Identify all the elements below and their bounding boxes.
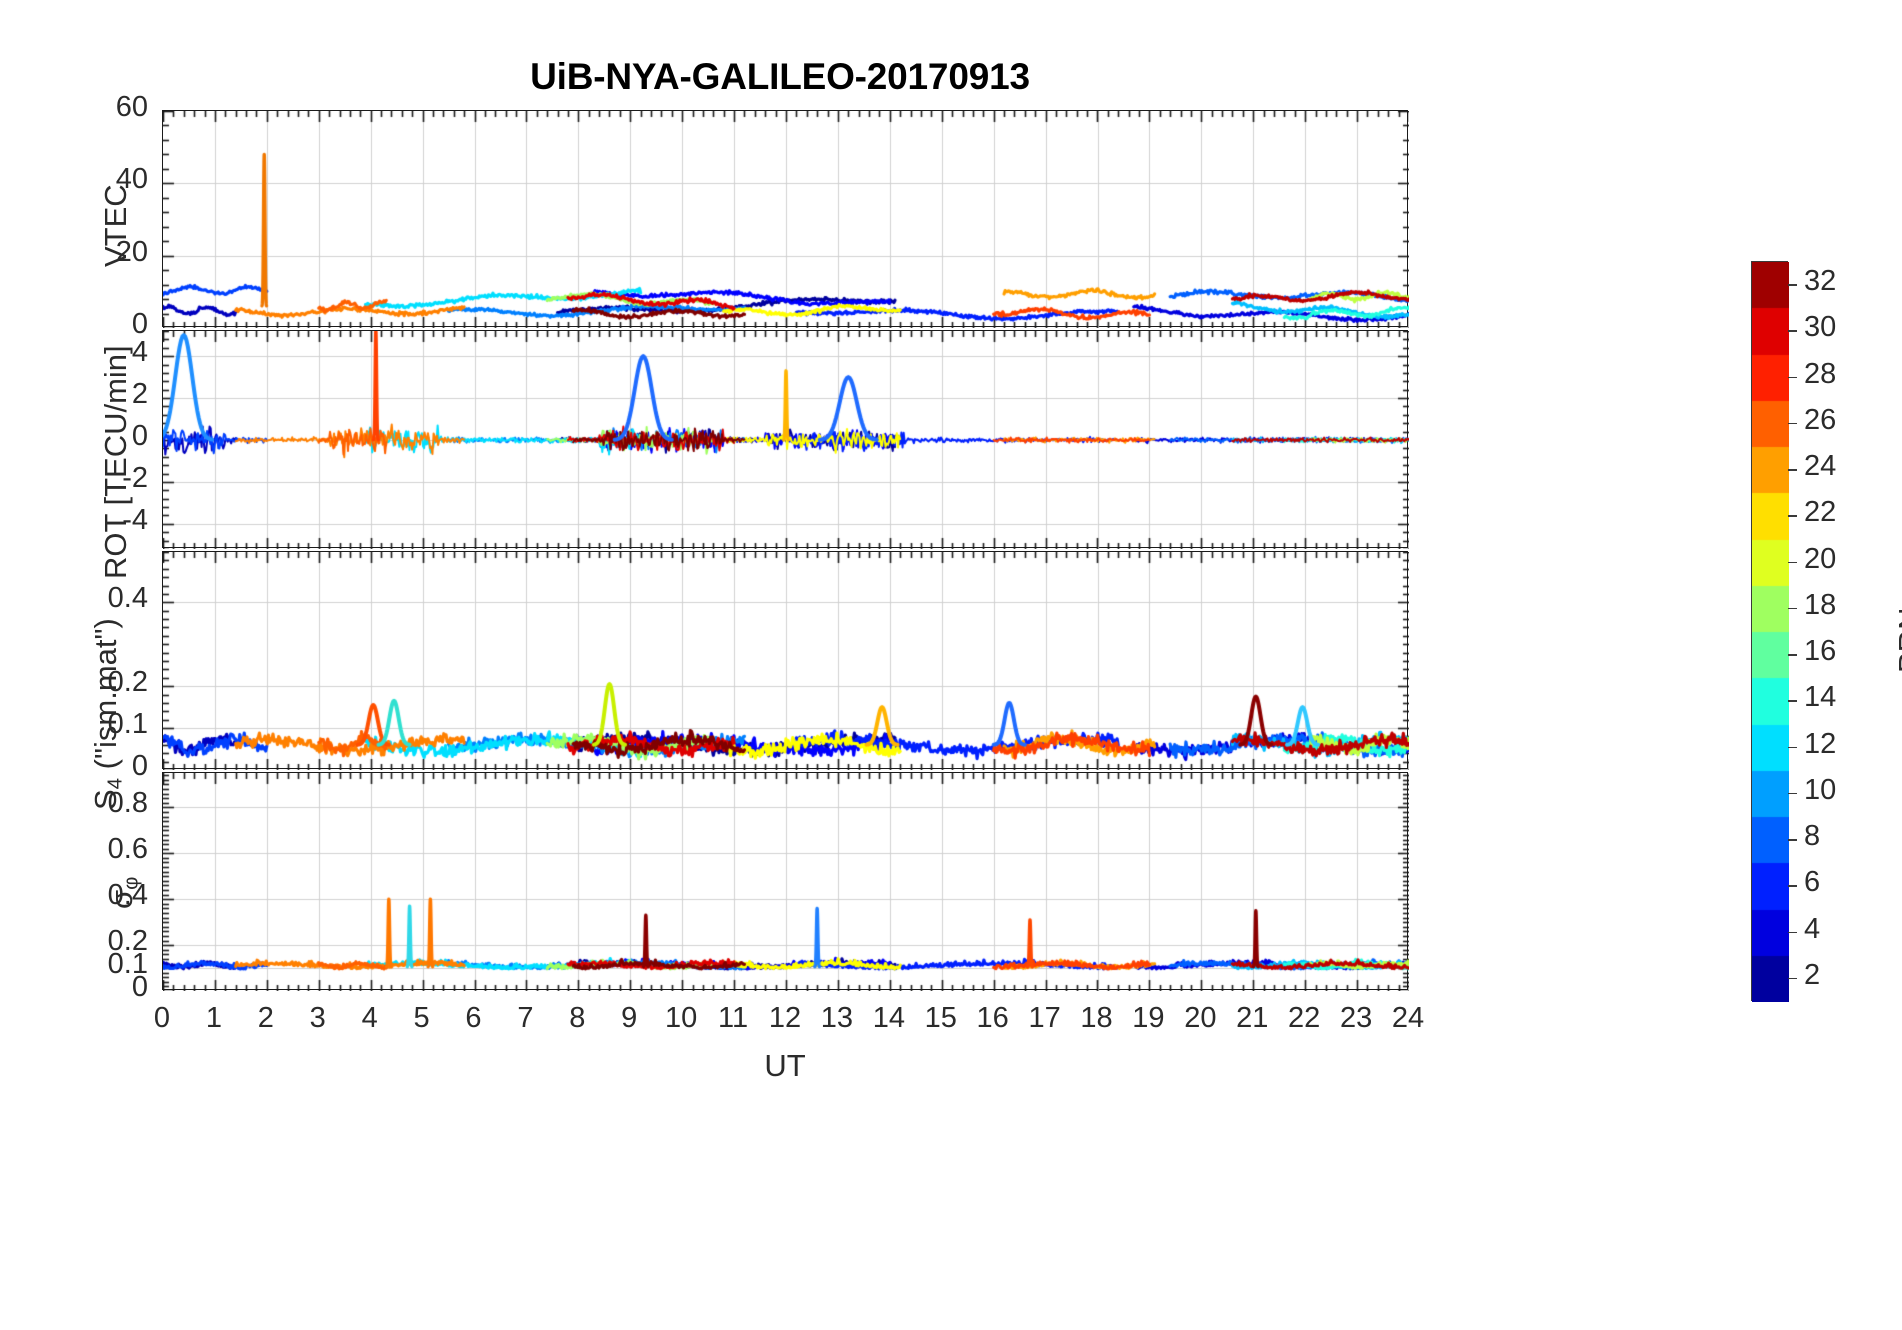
colorbar-tick-22 [1788, 515, 1797, 517]
colorbar-tick-6 [1788, 885, 1797, 887]
plot-panel-s4 [162, 551, 1409, 770]
colorbar-tick-10 [1788, 792, 1797, 795]
colorbar-tick-label-26: 26 [1804, 403, 1837, 436]
colorbar-tick-label-16: 16 [1804, 635, 1837, 668]
x-tick-15: 15 [924, 1002, 957, 1034]
colorbar-tick-label-24: 24 [1804, 450, 1837, 483]
x-tick-13: 13 [820, 1002, 854, 1034]
x-tick-9: 9 [621, 1002, 638, 1034]
y-tick-rot-neg2: -2 [122, 461, 148, 494]
colorbar-tick-4 [1788, 931, 1797, 934]
y-tick-sigma_phi-0p2: 0.2 [107, 925, 148, 958]
colorbar-tick-label-32: 32 [1804, 265, 1837, 298]
x-tick-10: 10 [665, 1002, 698, 1034]
x-tick-8: 8 [569, 1002, 586, 1034]
colorbar-gradient [1752, 262, 1789, 1002]
colorbar-tick-2 [1788, 977, 1797, 980]
colorbar-tick-28 [1788, 376, 1797, 379]
plot-canvas-rot [163, 331, 1409, 549]
colorbar-tick-label-18: 18 [1804, 588, 1837, 621]
x-tick-24: 24 [1391, 1002, 1425, 1034]
plot-canvas-sigma_phi [163, 773, 1409, 991]
prn-colorbar [1751, 261, 1789, 1002]
colorbar-tick-18 [1788, 607, 1797, 610]
y-tick-s4-0p4: 0.4 [107, 582, 148, 615]
y-tick-sigma_phi-0p1: 0.1 [107, 948, 148, 981]
colorbar-tick-label-8: 8 [1804, 820, 1821, 853]
x-axis-label: UT [764, 1048, 806, 1083]
colorbar-tick-label-10: 10 [1804, 773, 1837, 806]
y-tick-vtec-40: 40 [115, 163, 148, 196]
x-tick-1: 1 [205, 1002, 222, 1034]
plot-panel-vtec [162, 110, 1409, 328]
y-axis-label-sigma_phi: σφ [104, 877, 144, 909]
y-tick-sigma_phi-0p4: 0.4 [107, 879, 148, 912]
y-tick-rot-0: 0 [131, 420, 148, 452]
x-tick-7: 7 [517, 1002, 534, 1034]
x-tick-23: 23 [1339, 1002, 1373, 1034]
colorbar-tick-14 [1788, 700, 1797, 702]
figure-title: UiB-NYA-GALILEO-20170913 [530, 56, 1030, 97]
x-tick-0: 0 [153, 1002, 171, 1034]
y-tick-sigma_phi-0p8: 0.8 [107, 787, 148, 820]
y-tick-sigma_phi-0: 0 [131, 971, 148, 1003]
colorbar-tick-16 [1788, 654, 1797, 656]
x-tick-19: 19 [1132, 1002, 1165, 1034]
y-axis-label-vtec: VTEC [98, 183, 133, 267]
colorbar-tick-30 [1788, 330, 1797, 332]
y-axis-label-s4: S4 ("ism.mat") [88, 618, 128, 810]
colorbar-tick-12 [1788, 746, 1797, 749]
x-tick-22: 22 [1288, 1002, 1321, 1034]
plot-canvas-s4 [163, 552, 1409, 770]
x-tick-3: 3 [309, 1002, 326, 1034]
colorbar-tick-label-30: 30 [1804, 311, 1837, 344]
y-tick-vtec-20: 20 [115, 235, 148, 268]
colorbar-tick-20 [1788, 561, 1797, 564]
x-tick-16: 16 [976, 1002, 1009, 1034]
plot-panel-sigma_phi [162, 772, 1409, 991]
y-tick-rot-4: 4 [131, 336, 148, 369]
colorbar-label: PRN [1892, 607, 1902, 673]
y-axis-label-rot: ROT [TECU/min] [98, 345, 133, 579]
x-tick-5: 5 [413, 1002, 430, 1034]
y-axis-label-subscript-sigma_phi: φ [119, 876, 143, 890]
x-tick-4: 4 [361, 1002, 378, 1034]
x-tick-2: 2 [257, 1002, 274, 1034]
colorbar-tick-label-14: 14 [1804, 681, 1837, 714]
x-tick-17: 17 [1028, 1002, 1061, 1034]
plot-panel-rot [162, 330, 1409, 549]
y-tick-vtec-0: 0 [131, 308, 148, 340]
y-tick-s4-0: 0 [131, 750, 148, 782]
x-tick-20: 20 [1184, 1002, 1217, 1034]
colorbar-tick-26 [1788, 422, 1797, 425]
x-tick-12: 12 [768, 1002, 802, 1034]
y-tick-rot-neg4: -4 [122, 503, 148, 536]
colorbar-tick-label-2: 2 [1804, 958, 1821, 991]
y-tick-rot-2: 2 [131, 378, 148, 411]
colorbar-tick-label-12: 12 [1804, 727, 1837, 760]
y-tick-s4-0p2: 0.2 [107, 666, 148, 699]
y-tick-sigma_phi-0p6: 0.6 [107, 833, 148, 866]
colorbar-tick-label-28: 28 [1804, 357, 1837, 390]
colorbar-tick-label-4: 4 [1804, 912, 1821, 945]
x-tick-11: 11 [718, 1002, 749, 1034]
y-axis-label-base-sigma_phi: σ [104, 889, 139, 909]
x-tick-18: 18 [1080, 1002, 1113, 1034]
x-tick-6: 6 [465, 1002, 482, 1034]
y-axis-label-rest-s4: ("ism.mat") [88, 618, 123, 778]
colorbar-tick-8 [1788, 839, 1797, 841]
colorbar-tick-label-22: 22 [1804, 496, 1837, 529]
colorbar-tick-32 [1788, 284, 1797, 286]
colorbar-tick-label-6: 6 [1804, 866, 1821, 899]
y-tick-s4-0p1: 0.1 [107, 708, 148, 741]
x-tick-21: 21 [1236, 1002, 1269, 1034]
colorbar-tick-24 [1788, 469, 1797, 471]
x-tick-14: 14 [872, 1002, 905, 1034]
plot-canvas-vtec [163, 111, 1409, 328]
colorbar-tick-label-20: 20 [1804, 542, 1837, 575]
y-tick-vtec-60: 60 [115, 91, 148, 123]
